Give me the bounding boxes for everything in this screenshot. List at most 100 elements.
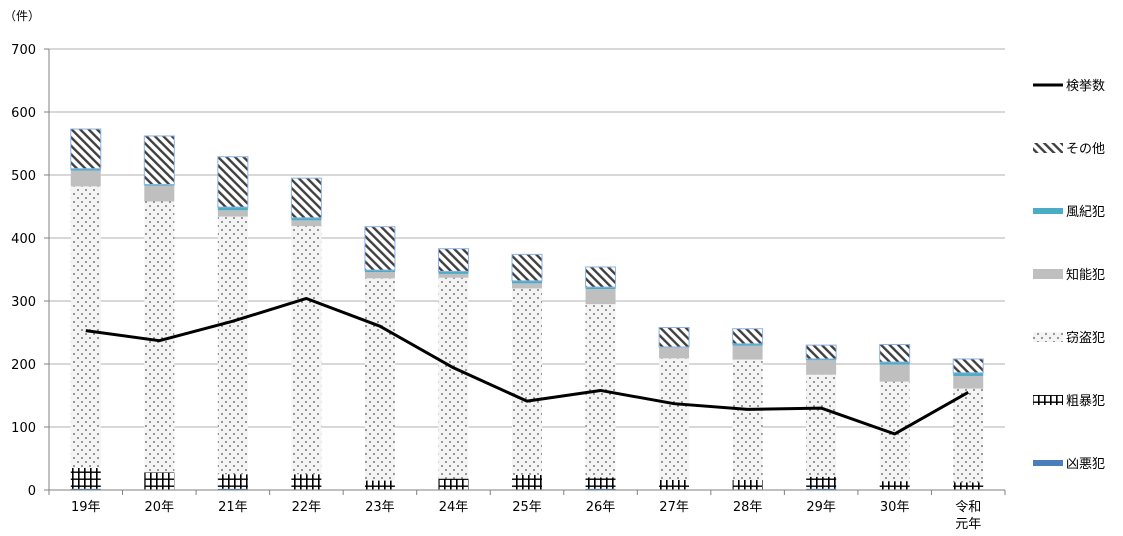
- x-tick-label: 30年: [880, 500, 910, 515]
- bar-segment: [291, 474, 322, 490]
- bar-segment: [291, 220, 322, 227]
- bar-segment: [364, 480, 395, 490]
- bars: [70, 128, 984, 490]
- bar-segment: [217, 216, 248, 475]
- bar-segment: [217, 488, 248, 490]
- bar-segment: [217, 207, 248, 211]
- unit-label: （件）: [4, 9, 40, 23]
- legend-swatch: [1033, 208, 1063, 214]
- bar-segment: [585, 266, 617, 288]
- x-tick-label: 26年: [586, 500, 616, 515]
- y-tick-label: 500: [11, 169, 36, 184]
- x-tick-label: 27年: [659, 500, 689, 515]
- x-tick-label: 19年: [71, 500, 101, 515]
- bar-segment: [291, 226, 322, 475]
- legend-label: 窃盗犯: [1066, 330, 1105, 346]
- bar-segment: [805, 344, 837, 360]
- bar-segment: [879, 343, 911, 363]
- bar-segment: [659, 347, 690, 359]
- bar-segment: [512, 288, 542, 475]
- bar-segment: [364, 226, 396, 271]
- bar-segment: [70, 186, 101, 468]
- bar-segment: [512, 283, 542, 289]
- bar-segment: [658, 326, 690, 348]
- legend-label: 粗暴犯: [1066, 394, 1105, 409]
- legend-label: 風紀犯: [1066, 205, 1105, 220]
- bar-segment: [217, 210, 248, 217]
- bar-segment: [879, 362, 910, 365]
- bar-segment: [953, 375, 984, 389]
- bar-segment: [364, 272, 395, 279]
- y-tick-label: 700: [11, 43, 36, 58]
- y-tick-label: 300: [11, 295, 36, 310]
- bar-segment: [438, 478, 469, 490]
- bar-segment: [438, 277, 469, 479]
- bar-segment: [953, 388, 984, 483]
- bar-segment: [879, 364, 910, 382]
- y-tick-label: 600: [11, 106, 36, 121]
- legend-swatch: [1033, 269, 1063, 279]
- legend-label: 検挙数: [1066, 79, 1105, 94]
- bar-segment: [585, 287, 616, 290]
- bar-segment: [364, 270, 395, 273]
- bar-segment: [290, 177, 322, 219]
- bar-segment: [70, 467, 101, 489]
- bar-segment: [806, 374, 837, 477]
- legend-label: 知能犯: [1066, 267, 1105, 283]
- legend-swatch: [1033, 143, 1063, 153]
- bar-segment: [70, 170, 101, 187]
- x-tick-label: 20年: [145, 500, 175, 515]
- bar-segment: [70, 488, 101, 490]
- bar-segment: [511, 253, 543, 282]
- y-tick-label: 0: [28, 484, 36, 499]
- x-tick-label: 23年: [365, 500, 395, 515]
- line-path: [85, 296, 969, 436]
- bar-segment: [217, 156, 249, 208]
- bar-segment: [953, 482, 984, 490]
- bar-segment: [512, 280, 542, 284]
- bar-segment: [879, 481, 910, 490]
- bar-segment: [732, 328, 764, 345]
- bar-segment: [438, 273, 469, 278]
- legend-label: その他: [1066, 142, 1105, 157]
- bar-segment: [732, 343, 763, 346]
- bar-segment: [144, 184, 175, 186]
- bar-segment: [585, 289, 616, 305]
- bar-segment: [585, 477, 616, 489]
- bar-segment: [732, 359, 763, 480]
- bar-segment: [143, 135, 175, 185]
- bar-segment: [70, 128, 102, 170]
- legend-swatch: [1033, 460, 1063, 466]
- x-tick-label: 28年: [733, 500, 763, 515]
- bar-segment: [806, 360, 837, 375]
- bar-segment: [364, 278, 395, 481]
- bar-segment: [732, 345, 763, 360]
- legend-label: 凶悪犯: [1066, 457, 1105, 472]
- x-tick-label: 24年: [439, 500, 469, 515]
- bar-segment: [806, 488, 837, 490]
- bar-segment: [659, 358, 690, 480]
- x-tick-label: 21年: [218, 500, 248, 515]
- bar-segment: [806, 476, 837, 489]
- bar-segment: [659, 479, 690, 490]
- bar-segment: [953, 372, 984, 376]
- bar-segment: [732, 479, 763, 490]
- legend-swatch: [1033, 395, 1063, 405]
- x-tick-label: 29年: [806, 500, 836, 515]
- x-tick-label: 令和元年: [955, 500, 981, 532]
- bar-segment: [437, 248, 469, 272]
- line-series: [85, 296, 969, 436]
- x-tick-label: 22年: [292, 500, 322, 515]
- bar-segment: [144, 472, 175, 490]
- y-tick-label: 200: [11, 358, 36, 373]
- bar-segment: [217, 474, 248, 489]
- bar-segment: [585, 488, 616, 490]
- bar-segment: [291, 217, 322, 221]
- y-tick-label: 400: [11, 232, 36, 247]
- x-tick-label: 25年: [512, 500, 542, 515]
- legend-swatch: [1033, 332, 1063, 342]
- bar-segment: [438, 271, 469, 274]
- axes: 0 100 200 300 400 500 600 700 19年 20年 21年 22年 23年 24年…: [11, 43, 1006, 532]
